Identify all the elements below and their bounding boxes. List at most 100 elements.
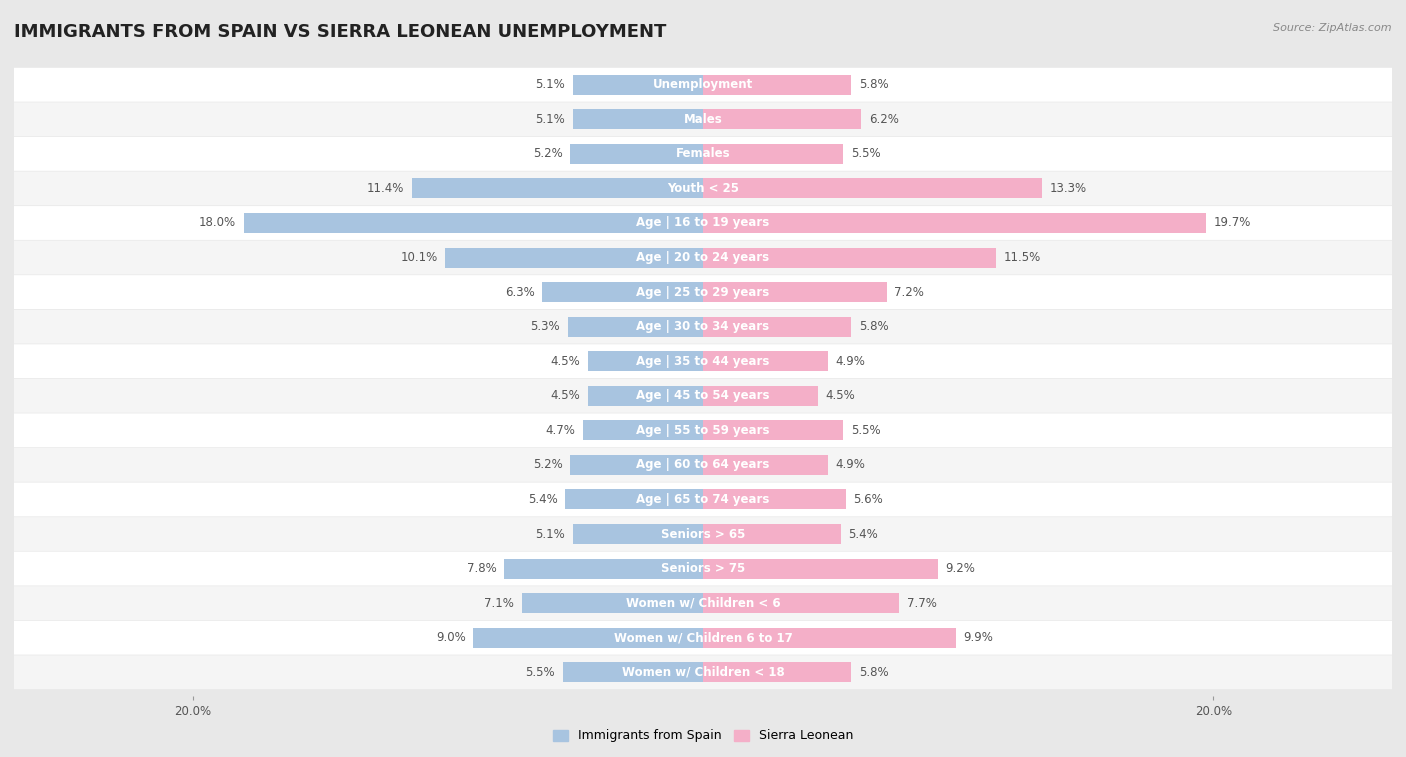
Text: Females: Females: [676, 148, 730, 160]
Text: 5.8%: 5.8%: [859, 320, 889, 333]
Text: 5.2%: 5.2%: [533, 148, 562, 160]
Text: 5.5%: 5.5%: [851, 148, 880, 160]
Text: 6.2%: 6.2%: [869, 113, 898, 126]
FancyBboxPatch shape: [14, 206, 1392, 240]
Text: 7.7%: 7.7%: [907, 597, 936, 609]
Bar: [588, 386, 703, 406]
Text: 5.3%: 5.3%: [530, 320, 560, 333]
Bar: [243, 213, 703, 233]
Text: 10.1%: 10.1%: [401, 251, 437, 264]
FancyBboxPatch shape: [14, 275, 1392, 309]
Bar: [568, 316, 703, 337]
Bar: [543, 282, 703, 302]
Bar: [703, 109, 862, 129]
Text: 4.7%: 4.7%: [546, 424, 575, 437]
Legend: Immigrants from Spain, Sierra Leonean: Immigrants from Spain, Sierra Leonean: [548, 724, 858, 747]
Bar: [562, 662, 703, 682]
Text: 6.3%: 6.3%: [505, 285, 534, 298]
Text: Women w/ Children 6 to 17: Women w/ Children 6 to 17: [613, 631, 793, 644]
Bar: [703, 455, 828, 475]
Bar: [571, 144, 703, 164]
Text: Age | 35 to 44 years: Age | 35 to 44 years: [637, 355, 769, 368]
Text: Age | 20 to 24 years: Age | 20 to 24 years: [637, 251, 769, 264]
FancyBboxPatch shape: [14, 621, 1392, 655]
FancyBboxPatch shape: [14, 172, 1392, 205]
FancyBboxPatch shape: [14, 413, 1392, 447]
Text: Age | 55 to 59 years: Age | 55 to 59 years: [637, 424, 769, 437]
Bar: [703, 75, 851, 95]
Bar: [703, 420, 844, 441]
Text: 4.5%: 4.5%: [551, 355, 581, 368]
Text: 5.5%: 5.5%: [851, 424, 880, 437]
FancyBboxPatch shape: [14, 448, 1392, 481]
Bar: [703, 316, 851, 337]
Bar: [703, 524, 841, 544]
Bar: [703, 144, 844, 164]
Bar: [703, 490, 846, 509]
Text: 9.0%: 9.0%: [436, 631, 465, 644]
Text: 5.8%: 5.8%: [859, 78, 889, 92]
Text: 18.0%: 18.0%: [198, 217, 236, 229]
Text: 11.4%: 11.4%: [367, 182, 405, 195]
Bar: [703, 248, 997, 267]
Bar: [565, 490, 703, 509]
Bar: [703, 662, 851, 682]
Text: Youth < 25: Youth < 25: [666, 182, 740, 195]
Bar: [571, 455, 703, 475]
FancyBboxPatch shape: [14, 656, 1392, 689]
Text: 5.4%: 5.4%: [848, 528, 879, 540]
Bar: [588, 351, 703, 371]
Bar: [703, 282, 887, 302]
Bar: [503, 559, 703, 578]
Text: 5.2%: 5.2%: [533, 459, 562, 472]
FancyBboxPatch shape: [14, 378, 1392, 413]
Bar: [446, 248, 703, 267]
Text: Source: ZipAtlas.com: Source: ZipAtlas.com: [1274, 23, 1392, 33]
Text: 7.2%: 7.2%: [894, 285, 924, 298]
Text: 4.9%: 4.9%: [835, 459, 866, 472]
Text: Males: Males: [683, 113, 723, 126]
Text: 13.3%: 13.3%: [1050, 182, 1087, 195]
FancyBboxPatch shape: [14, 102, 1392, 136]
FancyBboxPatch shape: [14, 137, 1392, 171]
Text: IMMIGRANTS FROM SPAIN VS SIERRA LEONEAN UNEMPLOYMENT: IMMIGRANTS FROM SPAIN VS SIERRA LEONEAN …: [14, 23, 666, 41]
Text: 5.1%: 5.1%: [536, 528, 565, 540]
Bar: [522, 593, 703, 613]
Bar: [572, 109, 703, 129]
Bar: [572, 75, 703, 95]
Text: 5.6%: 5.6%: [853, 493, 883, 506]
Text: Women w/ Children < 18: Women w/ Children < 18: [621, 665, 785, 679]
Text: 5.8%: 5.8%: [859, 665, 889, 679]
Text: 19.7%: 19.7%: [1213, 217, 1251, 229]
FancyBboxPatch shape: [14, 344, 1392, 378]
Text: 4.9%: 4.9%: [835, 355, 866, 368]
FancyBboxPatch shape: [14, 552, 1392, 585]
Bar: [703, 559, 938, 578]
Bar: [703, 386, 818, 406]
Bar: [572, 524, 703, 544]
Text: Age | 60 to 64 years: Age | 60 to 64 years: [637, 459, 769, 472]
Bar: [703, 593, 900, 613]
Text: Women w/ Children < 6: Women w/ Children < 6: [626, 597, 780, 609]
Text: 5.5%: 5.5%: [526, 665, 555, 679]
FancyBboxPatch shape: [14, 517, 1392, 551]
Text: Age | 45 to 54 years: Age | 45 to 54 years: [637, 389, 769, 402]
Bar: [703, 179, 1042, 198]
Text: Age | 25 to 29 years: Age | 25 to 29 years: [637, 285, 769, 298]
Text: Seniors > 75: Seniors > 75: [661, 562, 745, 575]
FancyBboxPatch shape: [14, 586, 1392, 620]
Text: 9.2%: 9.2%: [945, 562, 976, 575]
Bar: [703, 351, 828, 371]
Bar: [474, 628, 703, 648]
Text: 11.5%: 11.5%: [1004, 251, 1042, 264]
Text: 5.1%: 5.1%: [536, 78, 565, 92]
Text: Unemployment: Unemployment: [652, 78, 754, 92]
FancyBboxPatch shape: [14, 241, 1392, 275]
Text: 5.1%: 5.1%: [536, 113, 565, 126]
Text: Age | 30 to 34 years: Age | 30 to 34 years: [637, 320, 769, 333]
Bar: [703, 628, 956, 648]
Text: 5.4%: 5.4%: [527, 493, 558, 506]
Text: 4.5%: 4.5%: [825, 389, 855, 402]
Text: 7.8%: 7.8%: [467, 562, 496, 575]
FancyBboxPatch shape: [14, 482, 1392, 516]
